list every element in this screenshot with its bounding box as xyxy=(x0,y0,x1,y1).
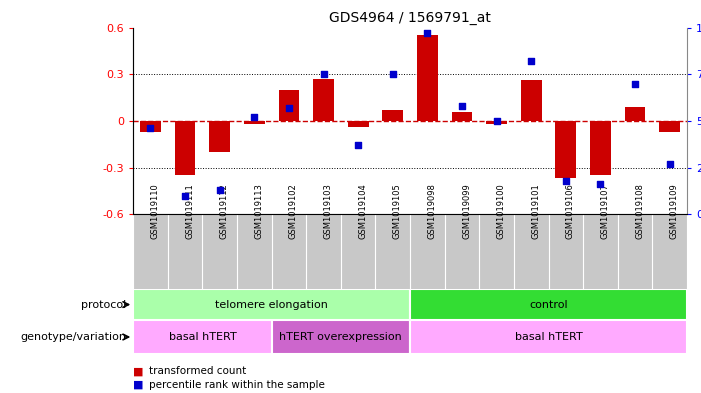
Text: ■: ■ xyxy=(133,366,147,376)
Bar xyxy=(659,121,680,132)
Bar xyxy=(451,112,472,121)
Bar xyxy=(383,110,403,121)
Bar xyxy=(140,121,161,132)
Text: basal hTERT: basal hTERT xyxy=(515,332,583,342)
Bar xyxy=(486,121,507,124)
Title: GDS4964 / 1569791_at: GDS4964 / 1569791_at xyxy=(329,11,491,25)
Point xyxy=(249,114,260,120)
Bar xyxy=(625,107,646,121)
Point xyxy=(456,103,468,109)
Text: percentile rank within the sample: percentile rank within the sample xyxy=(149,380,325,390)
Point xyxy=(526,58,537,64)
Point xyxy=(629,80,641,86)
Bar xyxy=(244,121,265,124)
Point xyxy=(145,125,156,131)
Text: ■: ■ xyxy=(133,380,147,390)
Bar xyxy=(133,320,272,354)
Point xyxy=(387,71,398,77)
Bar xyxy=(410,289,687,320)
Point xyxy=(422,30,433,36)
Point xyxy=(491,118,502,124)
Bar xyxy=(272,320,410,354)
Text: transformed count: transformed count xyxy=(149,366,246,376)
Point xyxy=(283,105,294,111)
Bar xyxy=(555,121,576,178)
Bar xyxy=(417,35,437,121)
Text: telomere elongation: telomere elongation xyxy=(215,299,328,310)
Text: genotype/variation: genotype/variation xyxy=(20,332,126,342)
Bar xyxy=(348,121,369,127)
Point xyxy=(318,71,329,77)
Text: hTERT overexpression: hTERT overexpression xyxy=(280,332,402,342)
Bar xyxy=(410,320,687,354)
Bar xyxy=(590,121,611,175)
Text: protocol: protocol xyxy=(81,299,126,310)
Point xyxy=(214,187,225,193)
Bar xyxy=(210,121,230,152)
Bar xyxy=(313,79,334,121)
Point xyxy=(353,142,364,148)
Point xyxy=(179,192,191,198)
Point xyxy=(664,161,675,167)
Bar xyxy=(133,289,410,320)
Text: basal hTERT: basal hTERT xyxy=(168,332,236,342)
Text: control: control xyxy=(529,299,568,310)
Bar xyxy=(521,81,542,121)
Point xyxy=(560,177,571,184)
Bar xyxy=(278,90,299,121)
Point xyxy=(595,181,606,187)
Bar xyxy=(175,121,196,175)
